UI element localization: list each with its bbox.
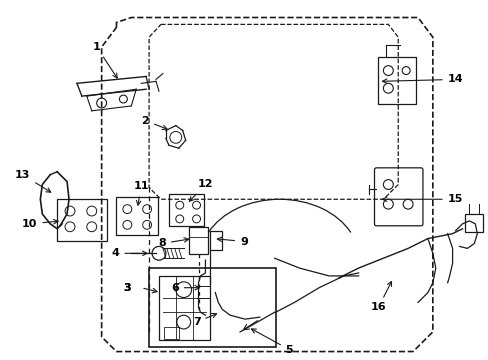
Bar: [149, 268, 275, 347]
Bar: [378, 57, 415, 104]
Bar: [159, 276, 210, 340]
Text: 14: 14: [382, 75, 462, 84]
Text: 15: 15: [382, 194, 462, 204]
Text: 12: 12: [189, 179, 213, 201]
Text: 4: 4: [111, 248, 147, 258]
Bar: [57, 199, 106, 240]
Text: 6: 6: [170, 283, 199, 293]
Text: 2: 2: [141, 116, 167, 130]
Text: 16: 16: [370, 282, 391, 312]
Text: 13: 13: [15, 170, 51, 192]
Bar: [163, 327, 179, 339]
Text: 10: 10: [22, 219, 58, 229]
Text: 3: 3: [123, 283, 158, 293]
Bar: [210, 231, 222, 250]
Bar: [168, 194, 204, 226]
Text: 1: 1: [93, 42, 117, 78]
Bar: [465, 214, 482, 232]
Bar: [188, 227, 208, 254]
Text: 11: 11: [133, 181, 149, 205]
Bar: [116, 197, 158, 235]
Text: 3: 3: [123, 283, 131, 293]
Text: 9: 9: [217, 237, 247, 247]
Text: 7: 7: [192, 314, 216, 327]
Text: 8: 8: [158, 238, 188, 248]
Text: 5: 5: [251, 329, 293, 355]
